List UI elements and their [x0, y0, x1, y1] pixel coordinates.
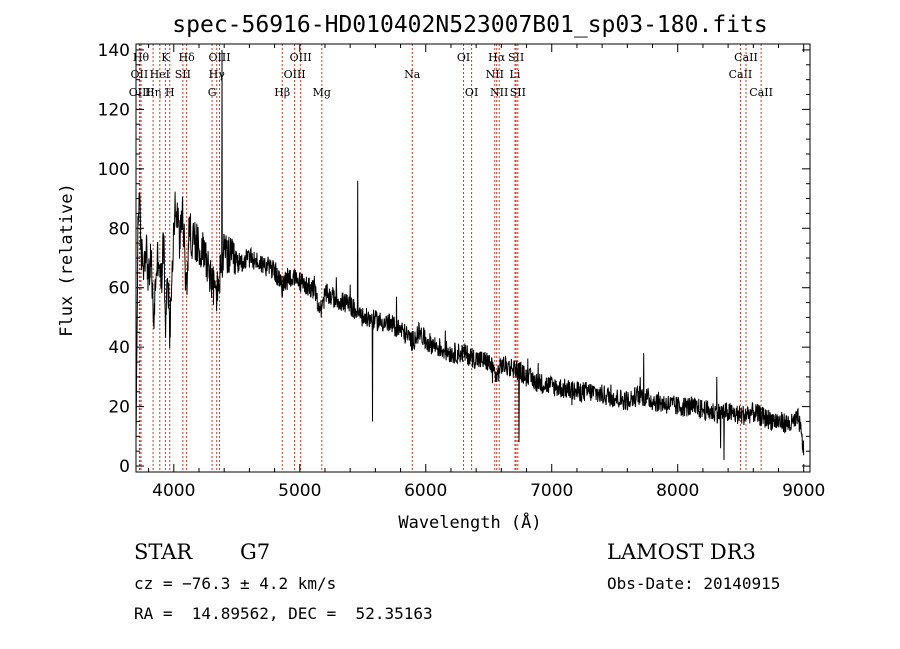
line-marker-label: Na — [404, 68, 421, 81]
line-marker-label: CaII — [749, 86, 773, 99]
line-marker-label: OIII — [208, 51, 230, 64]
y-tick-label: 60 — [108, 279, 130, 299]
y-tick-label: 140 — [98, 41, 130, 61]
line-marker-label: OIII — [290, 51, 312, 64]
spectrum-series — [135, 49, 805, 461]
object-class: STAR — [134, 540, 193, 564]
line-marker-label: Li — [510, 68, 521, 81]
object-subclass: G7 — [240, 540, 271, 564]
x-axis-label: Wavelength (Å) — [398, 511, 541, 533]
y-axis-label: Flux (relative) — [57, 183, 77, 337]
x-tick-label: 7000 — [530, 481, 573, 501]
line-marker-label: Hη — [145, 86, 161, 99]
line-marker-label: OIII — [129, 86, 151, 99]
x-tick-label: 9000 — [782, 481, 825, 501]
line-marker-label: Hθ — [133, 51, 150, 64]
line-marker-label: OIII — [284, 68, 306, 81]
y-tick-label: 120 — [98, 100, 130, 120]
line-marker-label: SII — [508, 51, 524, 64]
line-marker-label: CaII — [734, 51, 758, 64]
line-marker-label: CaII — [729, 68, 753, 81]
line-marker-label: Mg — [313, 86, 331, 99]
chart-title: spec-56916-HD010402N523007B01_sp03-180.f… — [172, 12, 767, 38]
y-tick-label: 40 — [108, 338, 130, 358]
y-tick-label: 20 — [108, 398, 130, 418]
line-marker-label: H — [165, 86, 175, 99]
y-tick-label: 0 — [119, 457, 130, 477]
observation-date: Obs-Date: 20140915 — [607, 574, 781, 593]
line-marker-label: OII — [131, 68, 149, 81]
redshift-cz: cz = −76.3 ± 4.2 km/s — [134, 574, 337, 593]
line-marker-label: OI — [457, 51, 470, 64]
y-tick-label: 100 — [98, 160, 130, 180]
line-marker-label: G — [208, 86, 217, 99]
x-tick-label: 5000 — [278, 481, 321, 501]
line-marker-label: SII — [510, 86, 526, 99]
axis-ticks: 4000 5000 6000 7000 8000 9000 0 20 40 60 80 100 120 1… — [98, 41, 826, 501]
line-marker-label: NII — [490, 86, 508, 99]
line-marker-label: K — [161, 51, 170, 64]
x-tick-label: 8000 — [656, 481, 699, 501]
line-markers: HθOIIOIIIHηHeIKHSIIHδGHγOIIIHβOIIIOIIIMg… — [129, 44, 773, 472]
spectrum-line — [135, 49, 805, 461]
x-tick-label: 4000 — [152, 481, 195, 501]
line-marker-label: SII — [175, 68, 191, 81]
coordinates: RA = 14.89562, DEC = 52.35163 — [134, 604, 433, 623]
line-marker-label: Hδ — [179, 51, 196, 64]
line-marker-label: NII — [486, 68, 504, 81]
line-marker-label: Hα — [488, 51, 506, 64]
x-tick-label: 6000 — [404, 481, 447, 501]
line-marker-label: Hγ — [209, 68, 226, 81]
line-marker-label: Hβ — [274, 86, 290, 99]
y-tick-label: 80 — [108, 219, 130, 239]
survey-name: LAMOST DR3 — [607, 540, 756, 564]
line-marker-label: HeI — [150, 68, 170, 81]
line-marker-label: OI — [465, 86, 478, 99]
